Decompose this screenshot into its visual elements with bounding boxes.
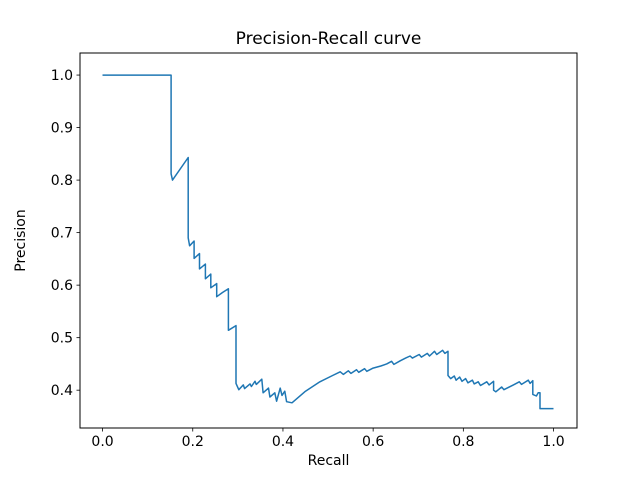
y-tick-label: 0.7 [51, 226, 73, 242]
x-tick-label: 0.4 [272, 434, 294, 450]
y-tick-label: 0.4 [51, 383, 73, 399]
x-tick-label: 1.0 [542, 434, 564, 450]
y-tick-label: 0.9 [51, 121, 73, 137]
x-tick-label: 0.2 [182, 434, 204, 450]
pr-curve-line [102, 74, 554, 410]
axes-spines [79, 52, 578, 429]
y-tick-label: 1.0 [51, 68, 73, 84]
y-axis-label: Precision [13, 209, 29, 271]
chart-generated-content: 0.0 0.2 0.4 0.6 0.8 1.0 0.4 0.5 0.6 0.7 0.8 0.9 1.0 [51, 68, 565, 450]
y-tick-label: 0.5 [51, 331, 73, 347]
x-tick-label: 0.8 [452, 434, 474, 450]
plot-area [80, 53, 577, 428]
y-tick-label: 0.8 [51, 173, 73, 189]
chart-title: Precision-Recall curve [236, 29, 422, 49]
x-tick-label: 0.0 [91, 434, 113, 450]
x-axis-label: Recall [308, 453, 350, 469]
y-tick-label: 0.6 [51, 278, 73, 294]
x-tick-label: 0.6 [362, 434, 384, 450]
